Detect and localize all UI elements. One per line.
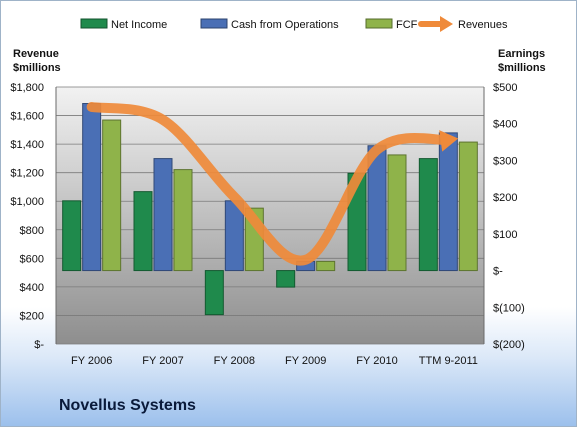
plot-area (56, 87, 484, 344)
legend-swatch-net-income (80, 18, 108, 29)
right-tick-label: $(200) (493, 339, 525, 351)
x-tick-label: FY 2010 (356, 355, 397, 367)
x-tick-label: FY 2008 (214, 355, 255, 367)
left-tick-label: $1,000 (10, 196, 44, 208)
left-tick-label: $- (34, 339, 44, 351)
bar-cash-from-operations-0 (82, 103, 102, 272)
left-tick-label: $600 (20, 253, 44, 265)
bar-net-income-5 (418, 158, 438, 272)
bar-fcf-0 (102, 119, 122, 272)
legend-label-fcf: FCF (396, 19, 418, 31)
left-axis-title-line2: $millions (13, 62, 61, 74)
left-tick-label: $1,200 (10, 168, 44, 180)
bar-fcf-1 (173, 169, 193, 272)
left-tick-label: $1,400 (10, 139, 44, 151)
bar-net-income-0 (62, 200, 82, 272)
revenues-line-arrowhead (439, 130, 459, 152)
legend-label-net-income: Net Income (111, 19, 167, 31)
x-tick-label: FY 2006 (71, 355, 112, 367)
bar-fcf-3 (316, 260, 336, 272)
bar-net-income-2 (204, 270, 224, 316)
right-tick-label: $300 (493, 155, 517, 167)
right-tick-label: $400 (493, 119, 517, 131)
right-tick-label: $(100) (493, 302, 525, 314)
right-tick-label: $- (493, 266, 503, 278)
right-tick-label: $500 (493, 82, 517, 94)
left-tick-label: $1,800 (10, 82, 44, 94)
legend-label-revenues: Revenues (458, 19, 508, 31)
left-tick-label: $400 (20, 282, 44, 294)
bar-fcf-5 (458, 141, 478, 272)
bar-cash-from-operations-5 (438, 132, 458, 272)
left-tick-label: $1,600 (10, 111, 44, 123)
x-tick-label: TTM 9-2011 (419, 355, 478, 367)
legend-swatch-fcf (365, 18, 393, 29)
right-axis-title-line1: Earnings (498, 48, 545, 60)
bar-cash-from-operations-1 (153, 158, 173, 272)
legend-swatch-cash-from-operations (200, 18, 228, 29)
right-tick-label: $100 (493, 229, 517, 241)
bar-fcf-4 (387, 154, 407, 272)
legend-label-cash-from-operations: Cash from Operations (231, 19, 339, 31)
legend-swatch-arrow-revenues (440, 16, 453, 32)
left-tick-label: $200 (20, 310, 44, 322)
left-tick-label: $800 (20, 225, 44, 237)
x-tick-label: FY 2007 (142, 355, 183, 367)
left-axis-title-line1: Revenue (13, 48, 59, 60)
x-tick-label: FY 2009 (285, 355, 326, 367)
bar-net-income-3 (276, 270, 296, 288)
right-tick-label: $200 (493, 192, 517, 204)
chart-footer-title: Novellus Systems (59, 397, 196, 414)
right-axis-title-line2: $millions (498, 62, 546, 74)
bar-net-income-1 (133, 191, 153, 272)
